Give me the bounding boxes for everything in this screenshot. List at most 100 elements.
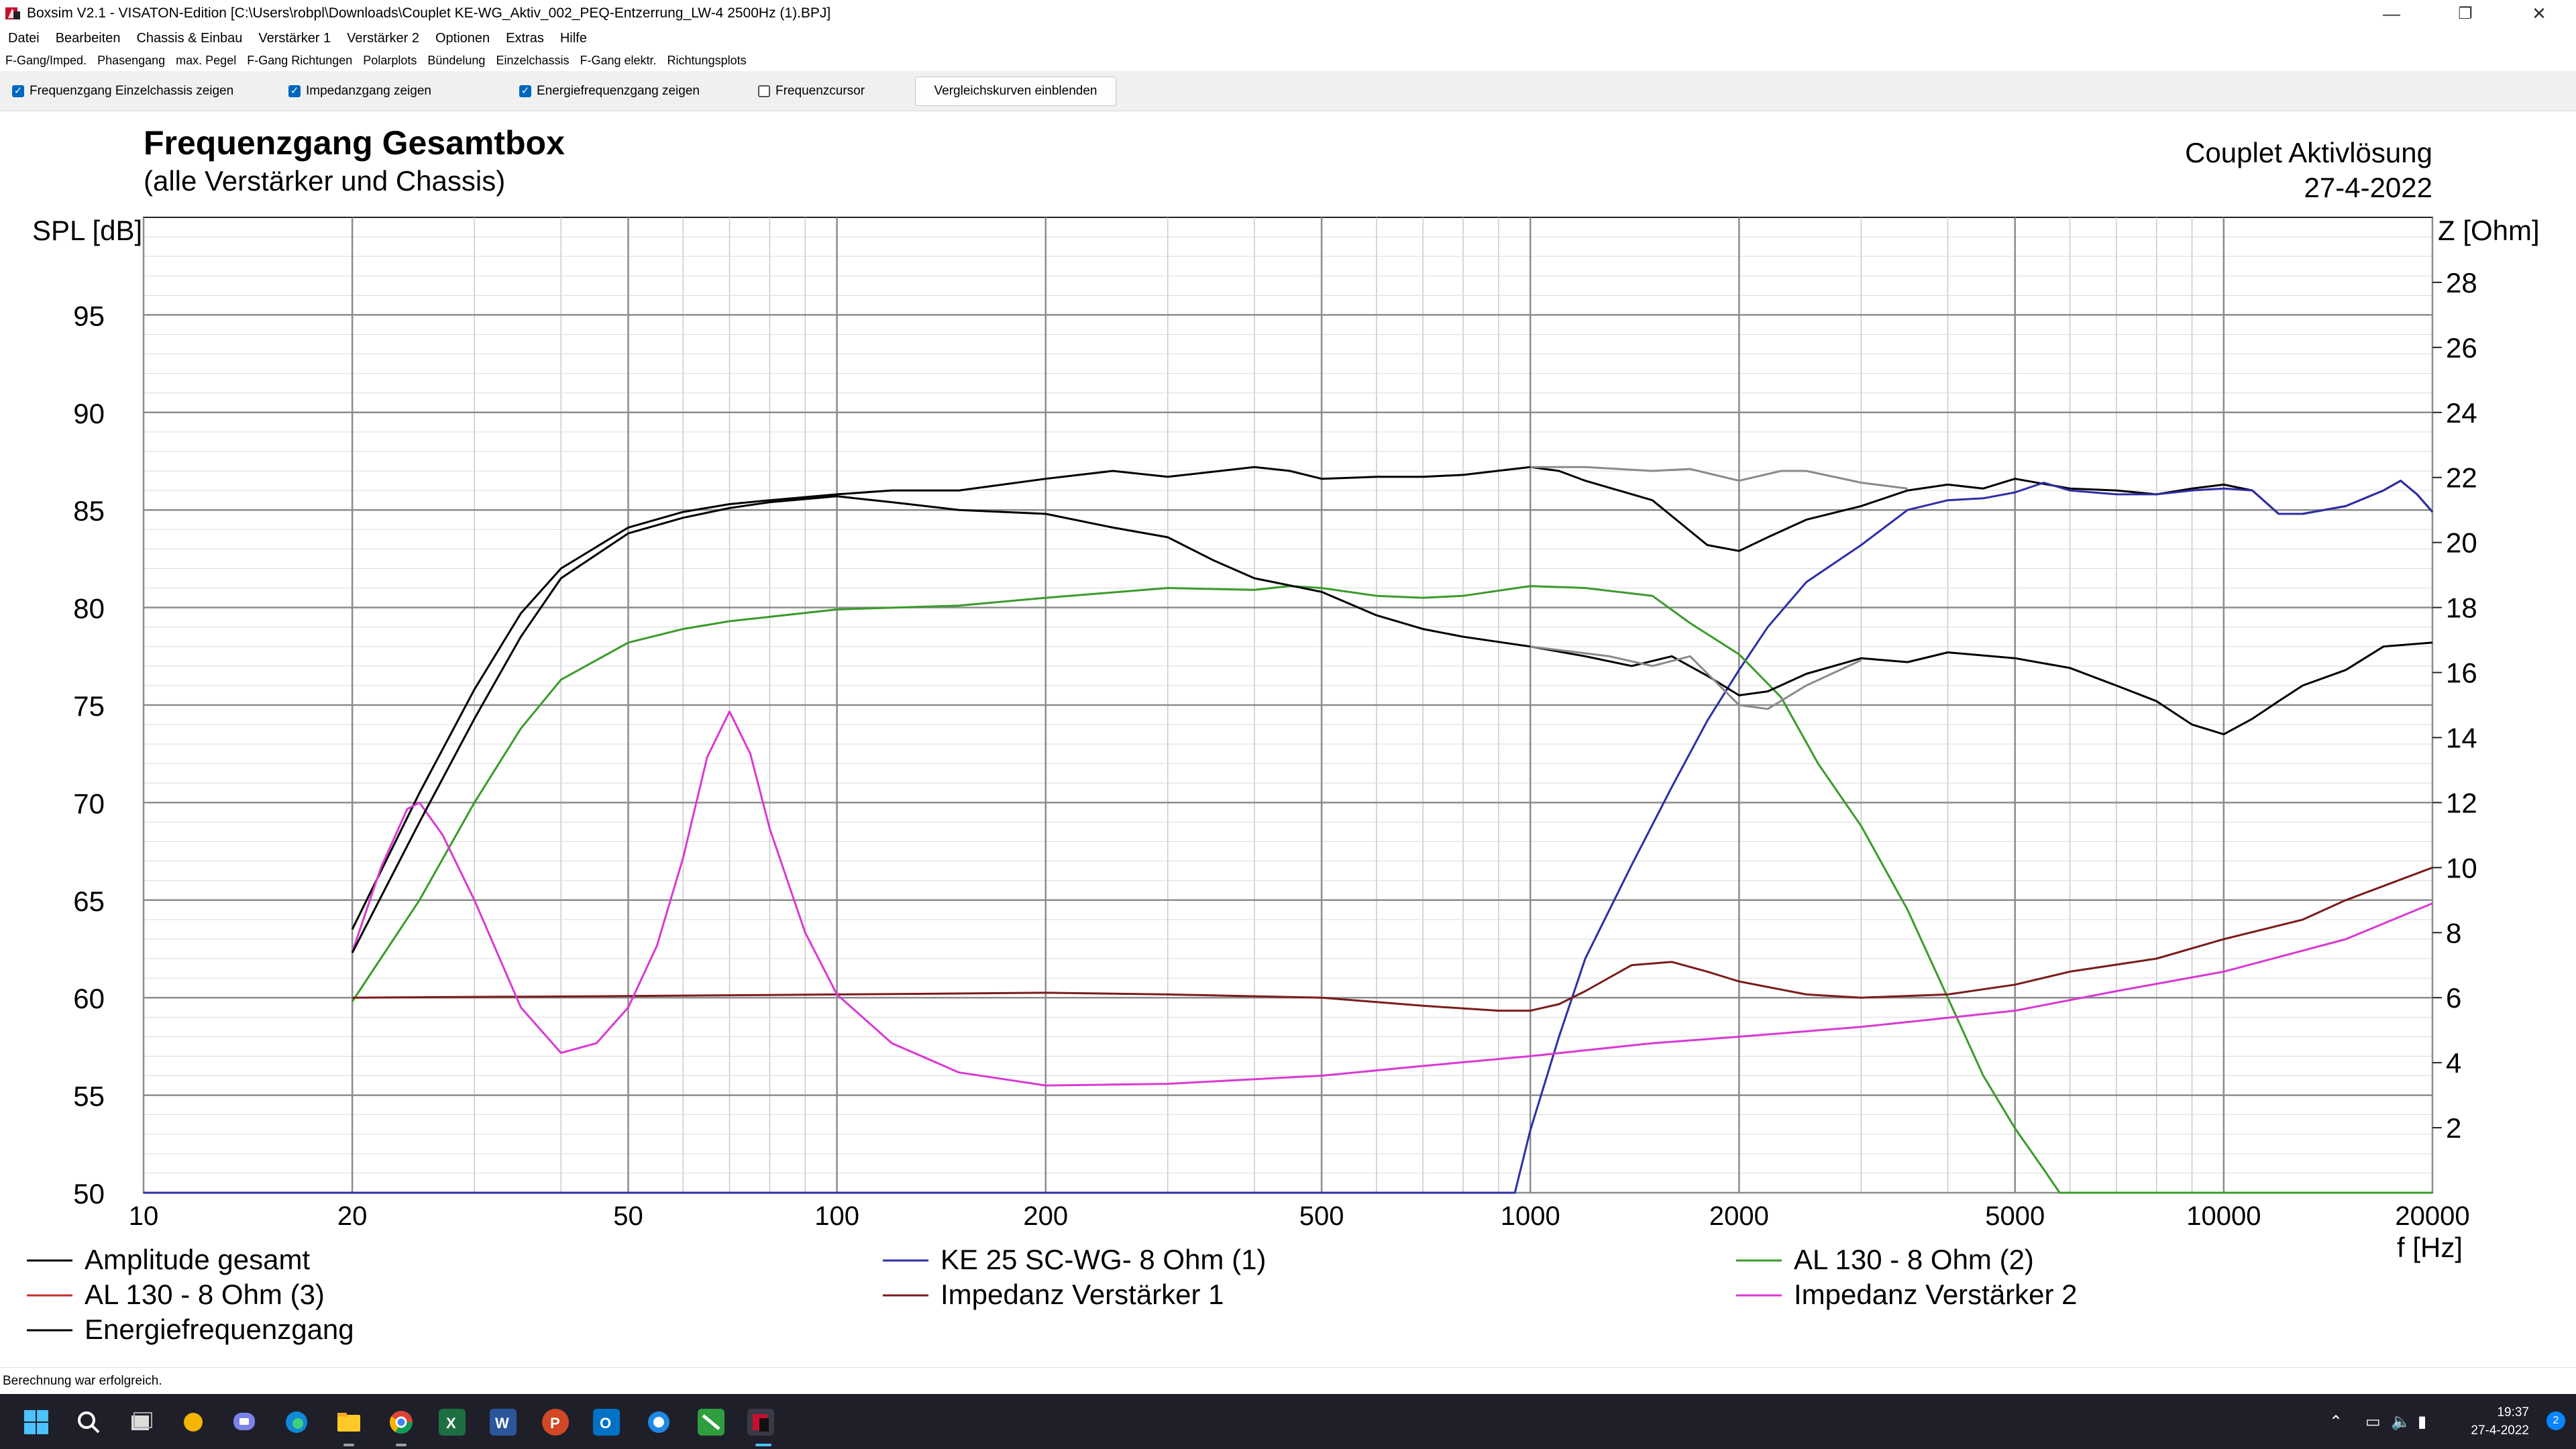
checkbox-unchecked-icon (758, 85, 770, 97)
y-tick-label: 90 (73, 398, 105, 429)
x-tick-label: 5000 (1985, 1201, 2045, 1231)
tab-fgang-imped[interactable]: F-Gang/Imped. (5, 53, 87, 67)
tab-max-pegel[interactable]: max. Pegel (176, 53, 237, 67)
chart-date: 27-4-2022 (2304, 172, 2432, 203)
tab-richtungsplots[interactable]: Richtungsplots (667, 53, 747, 67)
vergleichskurven-button[interactable]: Vergleichskurven einblenden (915, 76, 1116, 106)
y2-tick-label: 8 (2446, 917, 2461, 949)
legend-label: Amplitude gesamt (85, 1244, 310, 1275)
boxsim-taskbar-icon[interactable] (747, 1409, 774, 1436)
close-button[interactable]: ✕ (2532, 3, 2546, 23)
title-bar: Boxsim V2.1 - VISATON-Edition [C:\Users\… (0, 0, 2576, 27)
y2-tick-label: 4 (2446, 1047, 2461, 1079)
green-app-icon[interactable] (698, 1409, 724, 1436)
legend: Amplitude gesamt KE 25 SC-WG- 8 Ohm (1) AL… (27, 1244, 2078, 1345)
series-line-7 (1530, 466, 1908, 490)
status-text: Berechnung war erfolgreich. (3, 1373, 162, 1388)
active-indicator (755, 1444, 771, 1446)
minimize-button[interactable]: — (2383, 3, 2400, 23)
running-indicator (396, 1444, 407, 1446)
checkbox-frequenzcursor[interactable]: Frequenzcursor (758, 84, 865, 99)
x-tick-label: 10000 (2186, 1201, 2261, 1231)
x-axis-label: f [Hz] (2397, 1232, 2463, 1263)
tray-display-icon[interactable]: ▭ (2365, 1412, 2381, 1431)
tab-bar: F-Gang/Imped. Phasengang max. Pegel F-Ga… (0, 50, 2576, 71)
y2-tick-label: 18 (2446, 592, 2477, 624)
y-tick-label: 50 (73, 1178, 105, 1210)
menu-hilfe[interactable]: Hilfe (559, 30, 587, 46)
windows-start-icon[interactable] (23, 1409, 50, 1436)
teams-chat-icon[interactable] (231, 1409, 258, 1436)
excel-icon[interactable]: X (439, 1409, 466, 1436)
svg-text:P: P (550, 1415, 560, 1432)
running-indicator (343, 1444, 354, 1446)
y2-tick-label: 16 (2446, 657, 2477, 689)
y2-tick-label: 2 (2446, 1112, 2461, 1144)
y2-axis-label: Z [Ohm] (2438, 215, 2540, 246)
checkbox-energiefrequenzgang[interactable]: Energiefrequenzgang zeigen (519, 84, 700, 99)
checkbox-checked-icon (12, 85, 24, 97)
menu-optionen[interactable]: Optionen (435, 30, 490, 46)
menu-datei[interactable]: Datei (8, 30, 40, 46)
legend-label: KE 25 SC-WG- 8 Ohm (1) (941, 1244, 1266, 1275)
y2-tick-label: 24 (2446, 397, 2477, 429)
tab-einzelchassis[interactable]: Einzelchassis (496, 53, 570, 67)
menu-verstaerker-1[interactable]: Verstärker 1 (258, 30, 331, 46)
axes: 10 20 50 100 200 500 1000 2000 5000 10000 20000 50 5… (73, 267, 2477, 1231)
y-tick-label: 55 (73, 1081, 105, 1112)
y2-tick-label: 20 (2446, 527, 2477, 559)
checkbox-label: Energiefrequenzgang zeigen (537, 83, 700, 98)
tab-phasengang[interactable]: Phasengang (97, 53, 166, 67)
file-explorer-icon[interactable] (335, 1409, 362, 1436)
menu-extras[interactable]: Extras (506, 30, 544, 46)
svg-text:X: X (446, 1415, 456, 1432)
tab-fgang-richtungen[interactable]: F-Gang Richtungen (247, 53, 353, 67)
menu-bar: Datei Bearbeiten Chassis & Einbau Verstä… (0, 27, 2576, 50)
y-tick-label: 75 (73, 690, 105, 722)
x-tick-label: 20 (337, 1201, 368, 1231)
x-tick-label: 500 (1299, 1201, 1344, 1231)
y2-tick-label: 28 (2446, 267, 2477, 299)
menu-chassis-einbau[interactable]: Chassis & Einbau (136, 30, 243, 46)
volume-icon[interactable]: 🔈 (2391, 1412, 2411, 1431)
checkbox-frequenzgang-einzelchassis[interactable]: Frequenzgang Einzelchassis zeigen (12, 84, 233, 99)
maximize-button[interactable]: ❐ (2458, 4, 2473, 23)
y2-tick-label: 6 (2446, 982, 2461, 1014)
chart-subtitle: (alle Verstärker und Chassis) (144, 165, 505, 197)
tray-chevron-icon[interactable]: ⌃ (2329, 1412, 2343, 1431)
task-view-icon[interactable] (127, 1409, 154, 1436)
chart-area: 10 20 50 100 200 500 1000 2000 5000 10000 20000 50 5… (0, 111, 2576, 1367)
search-icon[interactable] (75, 1409, 102, 1436)
edge-icon[interactable] (283, 1409, 310, 1436)
clock-time: 19:37 (2497, 1405, 2529, 1419)
y-tick-label: 85 (73, 495, 105, 527)
x-tick-label: 100 (814, 1201, 859, 1231)
x-tick-label: 50 (613, 1201, 643, 1231)
x-tick-label: 20000 (2395, 1201, 2469, 1231)
menu-bearbeiten[interactable]: Bearbeiten (55, 30, 121, 46)
checkbox-impedanzgang[interactable]: Impedanzgang zeigen (288, 84, 431, 99)
chrome-icon[interactable] (388, 1409, 415, 1436)
series-line-5 (351, 710, 2433, 1087)
x-tick-label: 1000 (1501, 1201, 1560, 1231)
y-tick-label: 80 (73, 593, 105, 625)
x-tick-label: 2000 (1709, 1201, 1769, 1231)
grid (142, 217, 2434, 1194)
clock[interactable]: 19:37 27-4-2022 (2471, 1403, 2529, 1440)
y2-tick-label: 22 (2446, 462, 2477, 494)
blue-app-icon[interactable] (645, 1409, 672, 1436)
battery-icon[interactable]: ▮ (2418, 1412, 2427, 1431)
menu-verstaerker-2[interactable]: Verstärker 2 (347, 30, 419, 46)
notification-badge[interactable]: 2 (2546, 1411, 2565, 1430)
outlook-icon[interactable]: O (593, 1409, 620, 1436)
widgets-icon[interactable] (180, 1409, 207, 1436)
series-line-2 (351, 585, 2432, 1194)
tab-buendelung[interactable]: Bündelung (427, 53, 486, 67)
word-icon[interactable]: W (490, 1409, 517, 1436)
tab-fgang-elektr[interactable]: F-Gang elektr. (580, 53, 657, 67)
y2-tick-label: 26 (2446, 332, 2477, 364)
legend-label: Impedanz Verstärker 1 (941, 1279, 1224, 1310)
window-title: Boxsim V2.1 - VISATON-Edition [C:\Users\… (27, 5, 831, 21)
tab-polarplots[interactable]: Polarplots (363, 53, 417, 67)
powerpoint-icon[interactable]: P (542, 1409, 569, 1436)
